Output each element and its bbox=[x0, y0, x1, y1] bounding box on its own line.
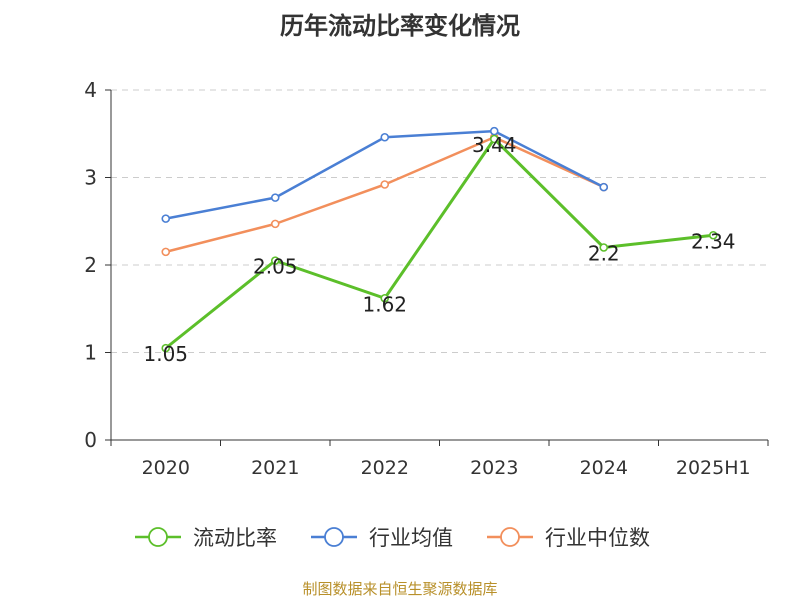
data-point bbox=[161, 247, 171, 257]
axis-layer: 0 1 2 3 4 2020 2021 2022 2023 2024 2025H1 bbox=[84, 78, 769, 479]
legend-marker bbox=[324, 527, 344, 547]
y-tick-label: 2 bbox=[84, 253, 97, 277]
x-tick-label: 2021 bbox=[251, 457, 299, 479]
series-line bbox=[164, 137, 714, 350]
series-layer bbox=[161, 126, 718, 353]
legend-label: 行业中位数 bbox=[545, 526, 650, 550]
data-point bbox=[161, 214, 171, 223]
y-tick-label: 4 bbox=[84, 78, 97, 102]
x-tick-label: 2025H1 bbox=[676, 457, 751, 479]
legend-label: 行业均值 bbox=[369, 526, 453, 550]
data-point bbox=[708, 230, 718, 240]
line-chart: 0 1 2 3 4 2020 2021 2022 2023 2024 2025H1 1.05 2.05… bbox=[84, 78, 769, 550]
data-point bbox=[380, 293, 390, 303]
data-point bbox=[489, 134, 499, 144]
y-tick-label: 0 bbox=[84, 428, 97, 452]
data-label: 1.05 bbox=[143, 342, 188, 366]
y-tick-label: 1 bbox=[84, 341, 97, 365]
data-point bbox=[270, 256, 280, 265]
series-line bbox=[165, 129, 605, 220]
x-tick-label: 2024 bbox=[580, 457, 628, 479]
data-label: 3.44 bbox=[472, 133, 517, 157]
data-label-layer: 1.05 2.05 1.62 3.44 2.2 2.34 bbox=[143, 133, 735, 366]
legend-label: 流动比率 bbox=[193, 526, 277, 550]
legend-marker bbox=[148, 527, 168, 547]
data-point bbox=[380, 180, 390, 189]
data-label: 2.2 bbox=[588, 242, 620, 266]
data-point bbox=[270, 219, 280, 229]
data-point bbox=[270, 193, 280, 202]
data-point bbox=[599, 182, 609, 192]
legend: 流动比率 行业均值 行业中位数 bbox=[135, 526, 650, 550]
data-label: 2.05 bbox=[253, 255, 298, 279]
legend-marker bbox=[500, 527, 520, 547]
x-tick-label: 2023 bbox=[470, 457, 518, 479]
chart-title: 历年流动比率变化情况 bbox=[280, 12, 520, 40]
data-label: 1.62 bbox=[362, 292, 407, 316]
x-tick-label: 2020 bbox=[142, 457, 190, 479]
data-point bbox=[161, 343, 171, 353]
data-point bbox=[599, 243, 609, 252]
data-point bbox=[380, 132, 390, 142]
source-note: 制图数据来自恒生聚源数据库 bbox=[302, 580, 498, 598]
x-tick-label: 2022 bbox=[361, 457, 409, 479]
data-label: 2.34 bbox=[691, 229, 736, 253]
y-tick-label: 3 bbox=[84, 166, 97, 190]
data-point bbox=[489, 126, 499, 136]
